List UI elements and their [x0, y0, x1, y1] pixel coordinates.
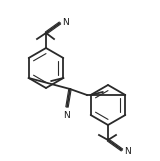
Text: N: N: [124, 147, 131, 156]
Text: N: N: [63, 111, 69, 120]
Text: N: N: [63, 18, 69, 27]
